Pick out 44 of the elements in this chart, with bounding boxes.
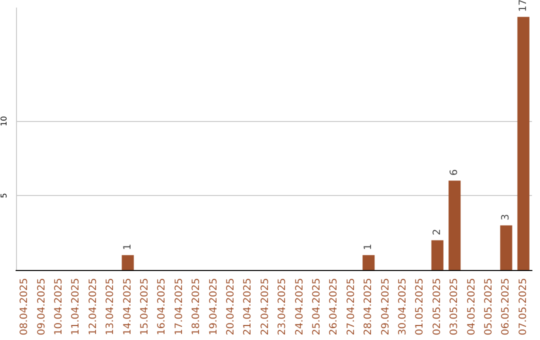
y-tick-label: 5 (0, 193, 8, 198)
x-tick-label: 17.04.2025 (174, 278, 185, 336)
bar (517, 16, 530, 270)
x-tick-label: 08.04.2025 (19, 278, 30, 336)
x-tick-label: 09.04.2025 (36, 278, 48, 336)
x-tick-label: 06.05.2025 (500, 278, 512, 336)
bar (448, 180, 461, 270)
x-tick-label: 24.04.2025 (294, 278, 306, 336)
x-tick-label: 04.05.2025 (466, 278, 478, 336)
bar (122, 255, 134, 270)
x-tick-label: 26.04.2025 (328, 278, 340, 336)
x-tick-label: 02.05.2025 (432, 278, 443, 336)
x-tick-label: 10.04.2025 (54, 278, 64, 336)
x-tick-label: 18.04.2025 (191, 278, 202, 336)
data-label: 17 (518, 0, 529, 12)
x-tick-label: 29.04.2025 (380, 278, 392, 336)
x-tick-label: 27.04.2025 (346, 278, 357, 336)
bar (500, 225, 512, 270)
bar (362, 255, 375, 270)
data-label: 1 (363, 244, 374, 250)
x-tick-label: 13.04.2025 (105, 278, 116, 336)
bar (431, 240, 444, 270)
x-tick-label: 03.05.2025 (449, 278, 460, 336)
data-label: 6 (449, 169, 460, 176)
x-tick-label: 19.04.2025 (208, 278, 220, 336)
x-tick-label: 15.04.2025 (140, 278, 150, 336)
x-tick-label: 30.04.2025 (398, 278, 408, 336)
x-tick-label: 21.04.2025 (242, 278, 254, 336)
x-tick-label: 16.04.2025 (156, 278, 168, 336)
x-tick-label: 20.04.2025 (226, 278, 236, 336)
x-tick-label: 14.04.2025 (122, 278, 134, 336)
x-tick-label: 28.04.2025 (363, 278, 374, 336)
x-tick-label: 22.04.2025 (260, 278, 271, 336)
data-label: 2 (432, 228, 443, 236)
x-tick-label: 23.04.2025 (277, 278, 288, 336)
x-tick-label: 07.05.2025 (518, 278, 529, 336)
x-tick-label: 12.04.2025 (88, 278, 99, 336)
x-tick-label: 01.05.2025 (414, 278, 426, 336)
x-tick-label: 11.04.2025 (70, 278, 82, 336)
data-label: 3 (500, 214, 512, 220)
y-tick-label: 10 (0, 116, 8, 126)
x-tick-label: 25.04.2025 (312, 278, 322, 336)
x-tick-label: 05.05.2025 (484, 278, 494, 336)
data-label: 1 (122, 244, 134, 250)
